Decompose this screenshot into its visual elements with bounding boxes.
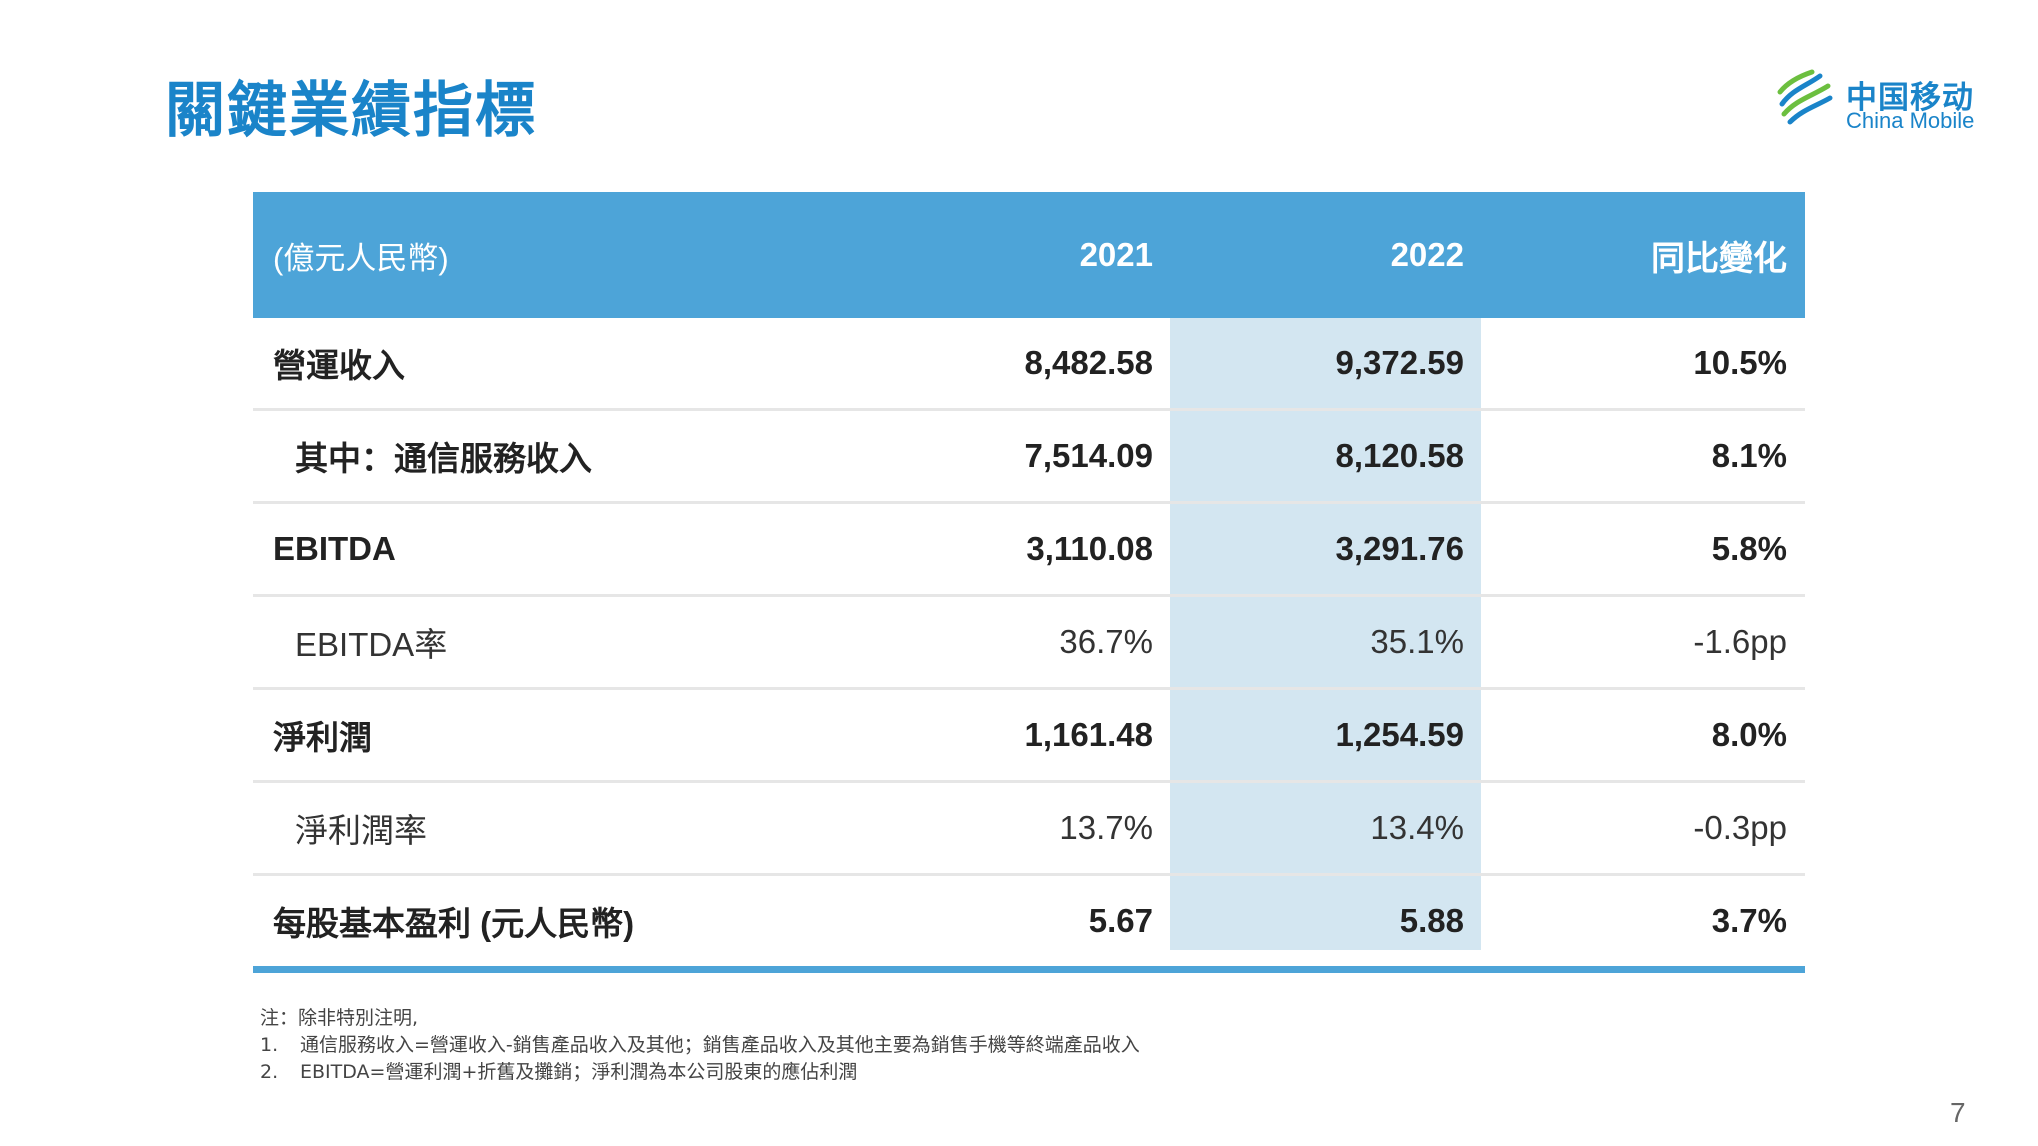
footnote-number: 2. [260,1061,279,1083]
table-header: (億元人民幣) 2021 2022 同比變化 [253,192,1805,318]
china-mobile-logo: 中国移动 China Mobile [1774,62,2004,142]
table-row: 營運收入 8,482.58 9,372.59 10.5% [253,318,1805,411]
row-label: EBITDA率 [295,626,448,663]
row-label: 淨利潤 [273,719,372,756]
row-value-yoy: 8.1% [1711,437,1787,474]
footnote-intro: 注：除非特別注明, [260,1007,419,1029]
table-row: 淨利潤 1,161.48 1,254.59 8.0% [253,690,1805,783]
row-label: 其中：通信服務收入 [295,440,592,477]
row-label: EBITDA [273,530,396,567]
footnote-number: 1. [260,1034,279,1056]
row-value-2021: 36.7% [1059,623,1153,660]
row-label: 營運收入 [273,347,405,384]
row-value-2021: 5.67 [1088,902,1153,939]
footnote-item: 2. EBITDA=營運利潤+折舊及攤銷；淨利潤為本公司股東的應佔利潤 [260,1059,1140,1086]
row-value-yoy: 5.8% [1711,530,1787,567]
footnote-text: 通信服務收入=營運收入-銷售產品收入及其他；銷售產品收入及其他主要為銷售手機等終… [300,1034,1140,1056]
row-value-yoy: -1.6pp [1693,623,1787,660]
row-value-2021: 13.7% [1059,809,1153,846]
row-value-2022: 8,120.58 [1335,437,1464,474]
highlight-column-2022 [1170,318,1481,950]
header-yoy: 同比變化 [1651,239,1787,278]
row-label: 每股基本盈利 (元人民幣) [273,905,635,942]
header-unit: (億元人民幣) [273,240,449,276]
row-value-2021: 7,514.09 [1024,437,1153,474]
row-value-2022: 1,254.59 [1335,716,1464,753]
china-mobile-logo-icon [1777,69,1833,125]
slide-title: 關鍵業績指標 [165,76,537,146]
row-value-2022: 13.4% [1370,809,1464,846]
header-2021: 2021 [1079,236,1153,273]
logo-text-cn: 中国移动 [1846,80,1974,116]
row-value-2022: 3,291.76 [1335,530,1464,567]
table-row: EBITDA 3,110.08 3,291.76 5.8% [253,504,1805,597]
page-number: 7 [1950,1097,1966,1128]
row-value-2022: 35.1% [1370,623,1464,660]
header-2022: 2022 [1390,236,1464,273]
row-value-yoy: 3.7% [1711,902,1787,939]
footnote-text: EBITDA=營運利潤+折舊及攤銷；淨利潤為本公司股東的應佔利潤 [300,1061,858,1083]
logo-text-en: China Mobile [1846,108,1975,133]
table-row: EBITDA率 36.7% 35.1% -1.6pp [253,597,1805,690]
row-value-2022: 9,372.59 [1335,344,1464,381]
row-value-2022: 5.88 [1399,902,1464,939]
row-value-yoy: 8.0% [1711,716,1787,753]
footnote-item: 1. 通信服務收入=營運收入-銷售產品收入及其他；銷售產品收入及其他主要為銷售手機… [260,1032,1140,1059]
kpi-table: (億元人民幣) 2021 2022 同比變化 營運收入 8,482.58 9,3… [253,192,1805,973]
row-value-2021: 8,482.58 [1024,344,1153,381]
row-value-2021: 3,110.08 [1026,530,1153,567]
row-label: 淨利潤率 [295,812,427,849]
row-value-yoy: 10.5% [1693,344,1787,381]
footnotes: 注：除非特別注明, 1. 通信服務收入=營運收入-銷售產品收入及其他；銷售產品收入… [260,1005,1140,1086]
table-row: 每股基本盈利 (元人民幣) 5.67 5.88 3.7% [253,876,1805,973]
row-value-yoy: -0.3pp [1693,809,1787,846]
row-value-2021: 1,161.48 [1024,716,1153,753]
table-row: 淨利潤率 13.7% 13.4% -0.3pp [253,783,1805,876]
table-row: 其中：通信服務收入 7,514.09 8,120.58 8.1% [253,411,1805,504]
